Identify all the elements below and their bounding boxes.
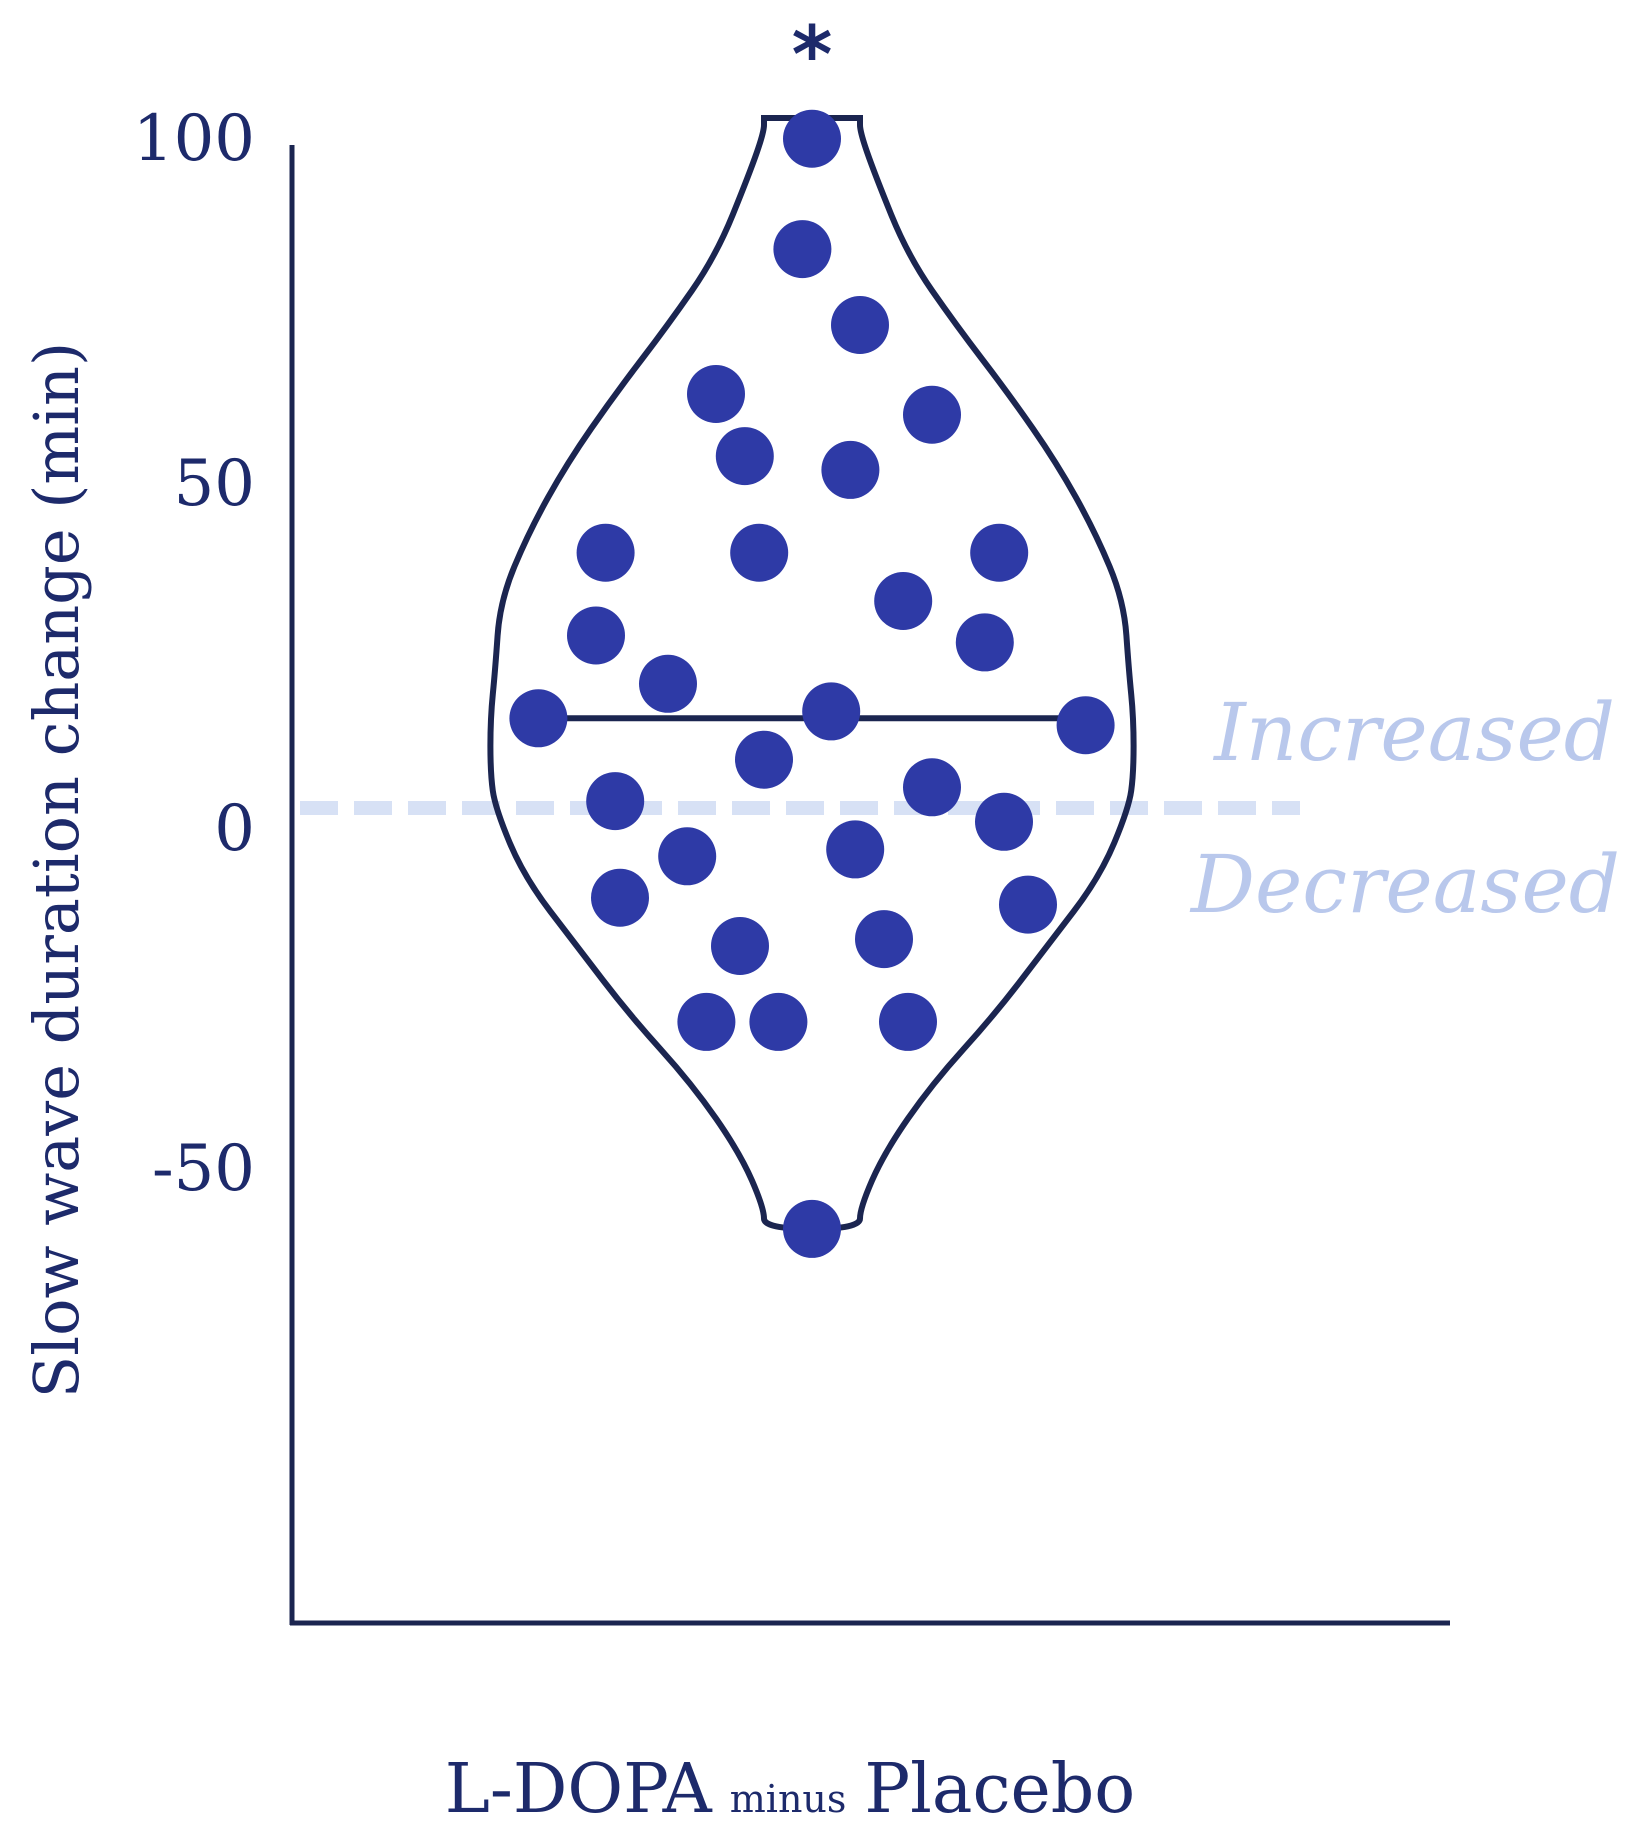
data-point-27: [855, 910, 913, 969]
data-point-23: [826, 820, 885, 879]
data-point-16: [509, 689, 568, 748]
significance-marker: *: [792, 11, 833, 101]
data-point-28: [677, 992, 736, 1051]
data-point-17: [1056, 696, 1115, 755]
y-tick-label-100: 100: [133, 102, 255, 176]
data-point-30: [879, 992, 937, 1051]
data-point-13: [955, 613, 1014, 672]
data-point-25: [999, 875, 1057, 934]
x-label-minus: minus: [730, 1777, 847, 1821]
increased-label: Increased: [1212, 686, 1615, 779]
x-label-control: Placebo: [864, 1750, 1135, 1829]
y-axis-title: Slow wave duration change (min): [20, 342, 93, 1398]
data-point-22: [658, 827, 717, 886]
data-point-2: [773, 220, 832, 279]
data-point-24: [591, 868, 649, 927]
x-label-treatment: L-DOPA: [445, 1750, 713, 1829]
y-tick-label-0: 0: [214, 792, 255, 866]
data-point-12: [567, 606, 625, 665]
data-point-3: [831, 296, 889, 354]
data-point-1: [783, 109, 841, 168]
decreased-label: Decreased: [1189, 838, 1620, 931]
data-point-10: [970, 523, 1029, 582]
data-point-6: [715, 427, 774, 486]
data-point-11: [874, 572, 933, 630]
data-point-15: [802, 682, 861, 741]
data-point-21: [975, 792, 1033, 851]
data-point-19: [903, 758, 961, 817]
data-point-8: [576, 523, 635, 582]
data-point-5: [903, 385, 961, 444]
data-point-9: [730, 523, 789, 582]
data-point-7: [821, 440, 880, 499]
data-points: [509, 109, 1115, 1258]
data-point-20: [586, 772, 645, 831]
data-point-26: [711, 917, 769, 975]
data-point-31: [783, 1199, 841, 1258]
x-axis-label: L-DOPA minus Placebo: [445, 1750, 1136, 1829]
y-tick-label-50: 50: [174, 447, 255, 521]
data-point-29: [749, 992, 808, 1051]
y-tick-label-minus-50: -50: [152, 1132, 255, 1206]
data-point-18: [735, 730, 793, 789]
data-point-4: [687, 365, 745, 423]
data-point-14: [639, 654, 697, 713]
violin-outline: [487, 115, 1137, 1232]
